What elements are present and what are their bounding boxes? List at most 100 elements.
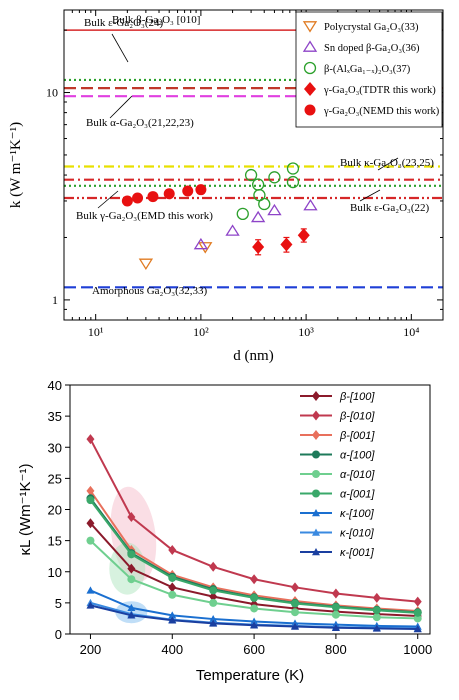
x-tick-label: 10⁴: [403, 325, 419, 339]
data-point: [182, 185, 194, 197]
data-point: [303, 61, 317, 75]
data-point: [252, 239, 265, 254]
data-point: [168, 573, 177, 582]
y-tick-label: 30: [48, 440, 62, 455]
legend-label: κ-[100]: [340, 508, 375, 520]
annotation-arrow: [111, 33, 129, 63]
x-tick-label: 200: [80, 642, 102, 657]
plot-frame: [63, 9, 444, 321]
data-point: [86, 496, 95, 505]
data-point: [413, 614, 422, 623]
data-point: [147, 191, 159, 203]
data-point: [250, 593, 259, 602]
data-point: [168, 616, 177, 624]
data-point: [198, 242, 213, 254]
data-point: [121, 195, 133, 207]
reference-line-label: Bulk ε-Ga₂O₃(22): [350, 202, 430, 214]
data-point: [209, 561, 218, 572]
data-point: [286, 175, 300, 189]
data-point: [286, 162, 300, 175]
reference-line-label: Bulk β-Ga₂O₃ [010]: [112, 14, 200, 26]
data-point: [312, 470, 320, 478]
data-point: [280, 237, 293, 252]
legend-label: γ-Ga₂O₃(NEMD this work): [323, 106, 440, 117]
data-point: [138, 258, 154, 271]
data-point: [291, 582, 299, 593]
data-point: [312, 430, 320, 440]
data-point: [312, 528, 320, 536]
x-tick-label: 800: [325, 642, 347, 657]
data-point: [168, 544, 177, 555]
data-point: [168, 611, 177, 619]
data-point: [268, 171, 281, 184]
x-tick-label: 600: [243, 642, 265, 657]
data-point: [250, 621, 259, 629]
data-point: [209, 598, 218, 607]
data-point: [244, 168, 258, 182]
data-point: [331, 610, 340, 619]
x-tick-label: 10²: [193, 325, 209, 339]
y-tick-label: 0: [55, 627, 62, 642]
legend-label: β-(AlₓGa₁₋ₓ)₂O₃(37): [324, 64, 411, 75]
reference-line-label: Bulk α-Ga₂O₃(21,22,23): [86, 117, 194, 129]
reference-line-label: Bulk κ-Ga₂O₃(23,25): [340, 157, 434, 169]
data-point: [372, 606, 381, 615]
x-tick-label: 10¹: [88, 325, 104, 339]
legend-label: Polycrystal Ga₂O₃(33): [324, 22, 419, 33]
data-point: [86, 601, 95, 609]
data-point: [86, 434, 95, 445]
data-point: [297, 228, 310, 243]
annotation-arrow: [97, 190, 119, 209]
annotation-arrow: [109, 95, 133, 119]
legend-label: α-[001]: [340, 489, 375, 501]
data-point: [312, 548, 320, 556]
data-point: [291, 608, 299, 617]
data-point: [312, 450, 320, 459]
data-point: [236, 207, 249, 220]
data-point: [413, 596, 422, 607]
data-point: [127, 550, 136, 559]
data-point: [258, 197, 271, 211]
data-point: [127, 575, 136, 584]
chart-thermal-conductivity-vs-thickness: 10¹ 10² 10³ 10⁴ 1 10 d (nm) k (W m⁻¹K⁻¹) Bulk β-…: [8, 9, 444, 364]
data-point: [312, 489, 320, 498]
data-point: [132, 192, 144, 204]
data-point: [168, 582, 177, 593]
data-point: [331, 588, 340, 599]
legend-box: [295, 11, 443, 128]
x-axis-title: d (nm): [233, 348, 273, 364]
data-point: [372, 592, 381, 603]
data-point: [331, 603, 340, 612]
data-point: [291, 622, 299, 630]
data-point: [291, 599, 299, 608]
y-axis-title: k (W m⁻¹K⁻¹): [8, 122, 24, 208]
data-point: [127, 563, 136, 574]
x-axis-title: Temperature (K): [196, 667, 304, 684]
x-tick-label: 1000: [403, 642, 432, 657]
data-point: [250, 574, 259, 585]
y-tick-label: 20: [48, 503, 62, 518]
legend-label: β-[100]: [339, 391, 375, 403]
y-tick-label: 5: [55, 596, 62, 611]
y-tick-label: 25: [48, 471, 62, 486]
data-point: [86, 586, 95, 594]
reference-line-label: Bulk ε-Ga₂O₃(24): [84, 17, 164, 29]
data-point: [86, 485, 95, 496]
data-point: [250, 210, 266, 223]
y-axis-title: κL (Wm⁻¹K⁻¹): [17, 464, 34, 556]
y-tick-label: 40: [48, 378, 62, 393]
data-point: [312, 391, 320, 401]
reference-line-label: Amorphous Ga₂O₃(32,33): [92, 285, 208, 297]
legend-label: α-[100]: [340, 450, 375, 462]
data-point: [209, 619, 218, 627]
data-point: [312, 509, 320, 517]
data-point: [225, 224, 240, 236]
annotation-arrow: [359, 189, 381, 202]
legend-label: β-[010]: [339, 411, 375, 423]
y-tick-label: 10: [46, 86, 58, 100]
x-tick-label: 400: [161, 642, 183, 657]
legend-label: κ-[001]: [340, 547, 375, 559]
data-point: [372, 624, 381, 632]
y-tick-label: 10: [48, 565, 62, 580]
data-point: [302, 40, 318, 52]
